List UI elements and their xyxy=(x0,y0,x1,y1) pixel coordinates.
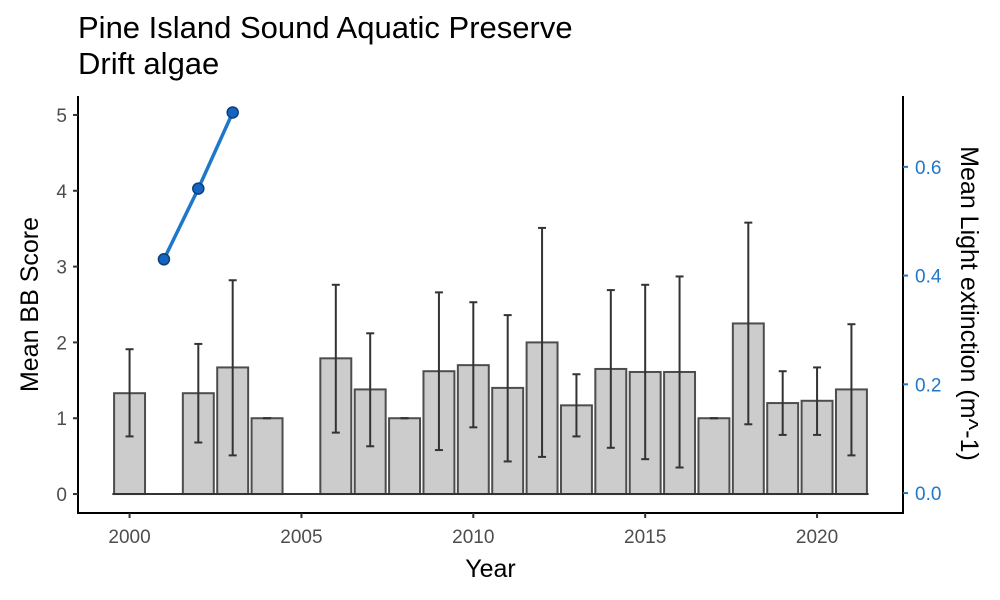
ticks-layer: 0 1 2 3 4 5 0.0 0.2 0.4 0.6 2000 2005 2010 2015 2020 xyxy=(56,106,941,548)
light-extinction-point-2003 xyxy=(226,106,239,119)
y-tick-label-0: 0 xyxy=(56,485,67,506)
y2-tick-label-0.4: 0.4 xyxy=(915,267,942,288)
bar-2004 xyxy=(250,417,284,496)
errorbars-layer xyxy=(125,221,856,469)
y-tick-label-2: 2 xyxy=(56,333,67,354)
x-tick-label-2015: 2015 xyxy=(624,527,666,548)
x-tick-label-2000: 2000 xyxy=(108,527,150,548)
y-tick-label-1: 1 xyxy=(56,409,67,430)
bars-layer xyxy=(113,322,868,496)
y-tick-label-4: 4 xyxy=(56,182,67,203)
y2-tick-label-0.2: 0.2 xyxy=(915,375,941,396)
y-tick-label-5: 5 xyxy=(56,106,67,127)
y2-tick-label-0.0: 0.0 xyxy=(915,484,941,505)
y2-tick-label-0.6: 0.6 xyxy=(915,158,941,179)
light-extinction-point-2001 xyxy=(157,253,171,266)
chart-title: Pine Island Sound Aquatic Preserve xyxy=(78,10,573,45)
bar-2017 xyxy=(697,417,731,496)
y2-axis-title: Mean Light extinction (m^-1) xyxy=(955,146,983,461)
y-tick-label-3: 3 xyxy=(56,258,67,279)
x-tick-label-2005: 2005 xyxy=(280,527,322,548)
x-axis-title: Year xyxy=(465,555,516,583)
bar-2008 xyxy=(388,417,422,496)
light-extinction-line-layer xyxy=(157,106,239,266)
chart-subtitle: Drift algae xyxy=(78,46,219,81)
axes-layer xyxy=(77,96,904,514)
y-axis-title: Mean BB Score xyxy=(16,217,44,392)
light-extinction-point-2002 xyxy=(192,182,205,195)
x-tick-label-2010: 2010 xyxy=(452,527,494,548)
x-tick-label-2020: 2020 xyxy=(796,527,838,548)
